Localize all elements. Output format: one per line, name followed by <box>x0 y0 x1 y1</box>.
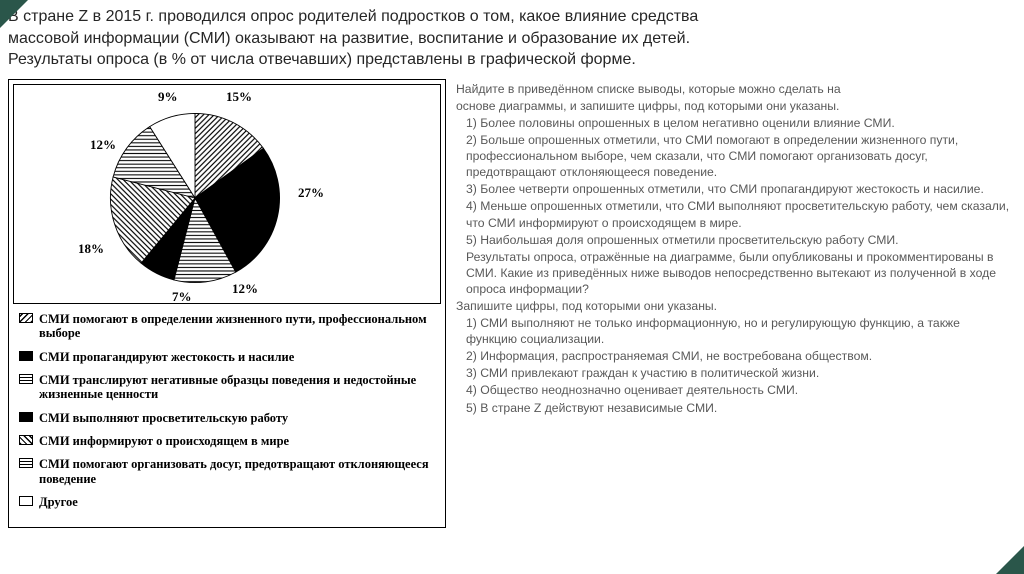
legend-row: СМИ выполняют просветительскую работу <box>19 411 435 425</box>
legend-label: СМИ помогают в определении жизненного пу… <box>39 312 435 341</box>
legend-swatch <box>19 313 33 323</box>
legend-row: СМИ транслируют негативные образцы повед… <box>19 373 435 402</box>
legend-swatch <box>19 458 33 468</box>
list-item: 4) Меньше опрошенных отметили, что СМИ в… <box>456 198 1012 230</box>
list-item: 2) Информация, распространяемая СМИ, не … <box>456 348 1012 364</box>
slide-corner-tl <box>0 0 28 28</box>
body-text: основе диаграммы, и запишите цифры, под … <box>456 98 1012 114</box>
chart-container: 15% 27% 12% 7% 18% 12% 9% СМИ помогают в опред… <box>8 79 446 528</box>
header-line: В стране Z в 2015 г. проводился опрос ро… <box>8 6 996 28</box>
question-header: В стране Z в 2015 г. проводился опрос ро… <box>0 0 1024 79</box>
legend-swatch <box>19 351 33 361</box>
legend-swatch <box>19 435 33 445</box>
legend-row: СМИ пропагандируют жестокость и насилие <box>19 350 435 364</box>
slide-corner-br <box>996 546 1024 574</box>
pie-pct-label: 12% <box>232 281 258 297</box>
legend-label: Другое <box>39 495 435 509</box>
pie-pct-label: 18% <box>78 241 104 257</box>
list-item: 5) В стране Z действуют независимые СМИ. <box>456 400 1012 416</box>
question-body: Найдите в приведённом списке выводы, кот… <box>456 79 1018 528</box>
legend-row: СМИ помогают в определении жизненного пу… <box>19 312 435 341</box>
pie-pct-label: 7% <box>172 289 192 305</box>
legend-swatch <box>19 496 33 506</box>
pie-pct-label: 27% <box>298 185 324 201</box>
legend-label: СМИ пропагандируют жестокость и насилие <box>39 350 435 364</box>
chart-legend: СМИ помогают в определении жизненного пу… <box>13 306 441 527</box>
pie-pct-label: 12% <box>90 137 116 153</box>
legend-label: СМИ выполняют просветительскую работу <box>39 411 435 425</box>
header-line: массовой информации (СМИ) оказывают на р… <box>8 28 996 50</box>
list-item: 3) СМИ привлекают граждан к участию в по… <box>456 365 1012 381</box>
list-item: 1) СМИ выполняют не только информационну… <box>456 315 1012 347</box>
list-item: 1) Более половины опрошенных в целом нег… <box>456 115 1012 131</box>
legend-label: СМИ помогают организовать досуг, предотв… <box>39 457 435 486</box>
pie-chart-area: 15% 27% 12% 7% 18% 12% 9% <box>13 84 441 304</box>
legend-row: СМИ информируют о происходящем в мире <box>19 434 435 448</box>
header-line: Результаты опроса (в % от числа отвечавш… <box>8 49 996 71</box>
legend-swatch <box>19 374 33 384</box>
legend-label: СМИ транслируют негативные образцы повед… <box>39 373 435 402</box>
body-text: Найдите в приведённом списке выводы, кот… <box>456 81 1012 97</box>
body-text: Запишите цифры, под которыми они указаны… <box>456 298 1012 314</box>
list-item: 2) Больше опрошенных отметили, что СМИ п… <box>456 132 1012 180</box>
legend-label: СМИ информируют о происходящем в мире <box>39 434 435 448</box>
list-item: 4) Общество неоднозначно оценивает деяте… <box>456 382 1012 398</box>
legend-row: Другое <box>19 495 435 509</box>
pie-pct-label: 15% <box>226 89 252 105</box>
list-item: 3) Более четверти опрошенных отметили, ч… <box>456 181 1012 197</box>
pie-chart <box>106 109 284 287</box>
legend-row: СМИ помогают организовать досуг, предотв… <box>19 457 435 486</box>
list-item: 5) Наибольшая доля опрошенных отметили п… <box>456 232 1012 248</box>
pie-pct-label: 9% <box>158 89 178 105</box>
body-text: Результаты опроса, отражённые на диаграм… <box>456 249 1012 297</box>
legend-swatch <box>19 412 33 422</box>
